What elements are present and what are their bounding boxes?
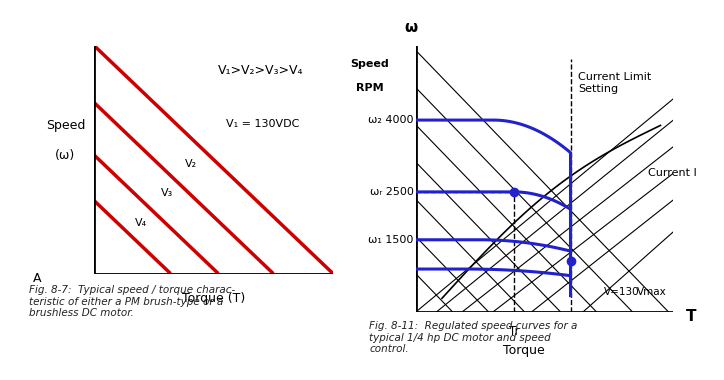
Text: V=130: V=130 [604,287,639,297]
Text: Fig. 8-11:  Regulated speed curves for a
typical 1/4 hp DC motor and speed
contr: Fig. 8-11: Regulated speed curves for a … [369,321,578,354]
Text: Torque: Torque [503,344,545,356]
Text: V₄: V₄ [135,218,147,228]
Text: RPM: RPM [356,83,384,93]
Text: V₁ = 130VDC: V₁ = 130VDC [226,119,299,128]
Text: V₁>V₂>V₃>V₄: V₁>V₂>V₃>V₄ [219,64,304,77]
Text: Current I: Current I [647,168,696,178]
Text: Current Limit
Setting: Current Limit Setting [578,72,652,94]
Text: ωᵣ 2500: ωᵣ 2500 [370,187,413,197]
Text: Speed: Speed [350,59,390,69]
Text: ω: ω [405,20,418,35]
Text: Fig. 8-7:  Typical speed / torque charac-
teristic of either a PM brush-type or : Fig. 8-7: Typical speed / torque charac-… [29,285,235,318]
Text: Torque (T): Torque (T) [182,292,245,305]
Text: V₃: V₃ [161,188,173,198]
Text: (ω): (ω) [55,149,75,162]
Text: V₂: V₂ [185,159,197,169]
Text: Tr: Tr [509,325,519,338]
Text: T: T [686,309,696,325]
Text: A: A [33,272,41,285]
Text: ω₁ 1500: ω₁ 1500 [369,235,413,245]
Text: Speed: Speed [46,119,85,132]
Text: ω₂ 4000: ω₂ 4000 [369,115,413,125]
Text: Vmax: Vmax [637,287,667,297]
